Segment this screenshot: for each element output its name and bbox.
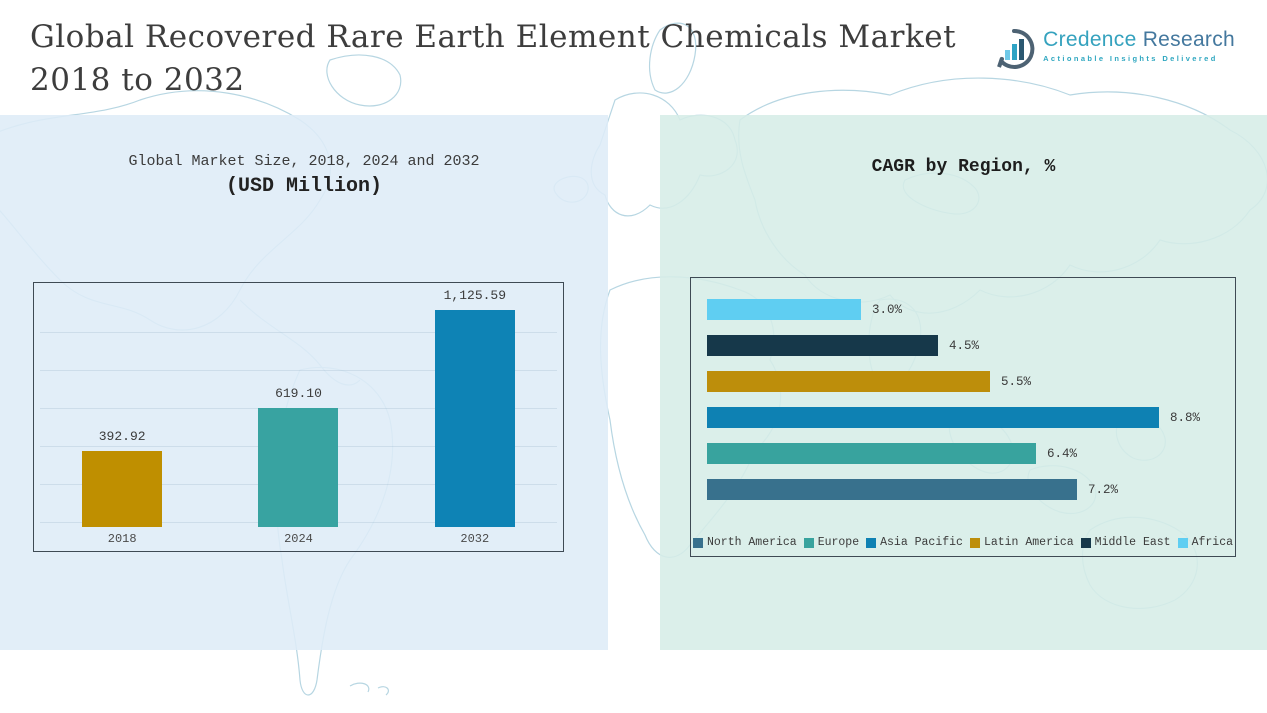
logo-tagline: Actionable Insights Delivered [1043,54,1218,63]
legend-swatch [803,537,814,548]
legend-label: Africa [1191,536,1234,549]
logo-name: Credence Research [1043,28,1235,52]
x-axis-labels: 2018 2024 2032 [34,532,563,546]
bar-value-label: 619.10 [275,386,322,401]
hbar-north-america [707,479,1077,500]
gridline [40,332,557,333]
hbar-value-label: 8.8% [1170,410,1201,425]
legend-swatch [969,537,980,548]
legend-item: North America [692,536,797,549]
hbar-row: 3.0% [707,299,1227,320]
bar-series: 392.92 619.10 1,125.59 [34,288,563,527]
bar-2032 [434,310,515,527]
legend-item: Africa [1177,536,1234,549]
hbar-middle-east [707,335,938,356]
x-axis-label: 2018 [107,532,137,546]
legend-label: Asia Pacific [880,536,963,549]
legend-swatch [692,537,703,548]
hbar-value-label: 6.4% [1047,446,1078,461]
gridline [40,370,557,371]
bar-2018 [82,451,163,527]
bar-group: 619.10 [210,386,386,527]
left-chart-title: Global Market Size, 2018, 2024 and 2032 [128,153,480,170]
bar-chart-in-circle-icon [997,28,1035,69]
hbar-value-label: 5.5% [1001,374,1032,389]
legend-swatch [866,537,877,548]
page-title-line2: 2018 to 2032 [30,62,245,98]
legend-swatch [1080,537,1091,548]
bar-group: 1,125.59 [387,288,563,527]
legend-label: North America [706,536,797,549]
market-size-panel: Global Market Size, 2018, 2024 and 2032 … [0,115,608,650]
chart-legend: North America Europe Asia Pacific Latin Ame… [691,536,1235,549]
legend-label: Europe [817,536,860,549]
legend-item: Asia Pacific [866,536,963,549]
logo-word-research: Research [1142,28,1235,51]
hbar-row: 6.4% [707,443,1227,464]
bar-value-label: 1,125.59 [443,288,507,303]
legend-swatch [1177,537,1188,548]
hbar-latin-america [707,371,990,392]
x-axis-label: 2024 [284,532,313,546]
page-title-line1: Global Recovered Rare Earth Element Chem… [30,19,957,55]
legend-item: Europe [803,536,860,549]
left-chart-subtitle: (USD Million) [225,175,383,198]
credence-research-logo: Credence Research Actionable Insights De… [993,28,1235,70]
legend-label: Middle East [1094,536,1171,549]
hbar-value-label: 4.5% [949,338,980,353]
logo-word-credence: Credence [1043,28,1137,51]
hbar-value-label: 3.0% [872,302,903,317]
hbar-europe [707,443,1036,464]
cagr-panel: CAGR by Region, % 3.0% 4.5% 5.5% 8.8% 6.4% 7.… [660,115,1267,650]
hbar-row: 4.5% [707,335,1227,356]
bar-group: 392.92 [34,429,210,527]
cagr-chart: 3.0% 4.5% 5.5% 8.8% 6.4% 7.2% North America Eu… [690,277,1236,557]
bar-2024 [258,408,339,527]
hbar-value-label: 7.2% [1088,482,1119,497]
legend-item: Middle East [1080,536,1171,549]
bar-value-label: 392.92 [98,429,146,444]
right-chart-title: CAGR by Region, % [871,157,1056,177]
x-axis-label: 2032 [460,532,490,546]
legend-item: Latin America [969,536,1074,549]
hbar-row: 7.2% [707,479,1227,500]
market-size-chart: 392.92 619.10 1,125.59 2018 2024 2032 [33,282,564,552]
page-title: Global Recovered Rare Earth Element Chem… [30,16,956,102]
hbar-asia-pacific [707,407,1159,428]
legend-label: Latin America [983,536,1074,549]
hbar-row: 8.8% [707,407,1227,428]
hbar-series: 3.0% 4.5% 5.5% 8.8% 6.4% 7.2% [707,299,1227,500]
hbar-africa [707,299,861,320]
hbar-row: 5.5% [707,371,1227,392]
